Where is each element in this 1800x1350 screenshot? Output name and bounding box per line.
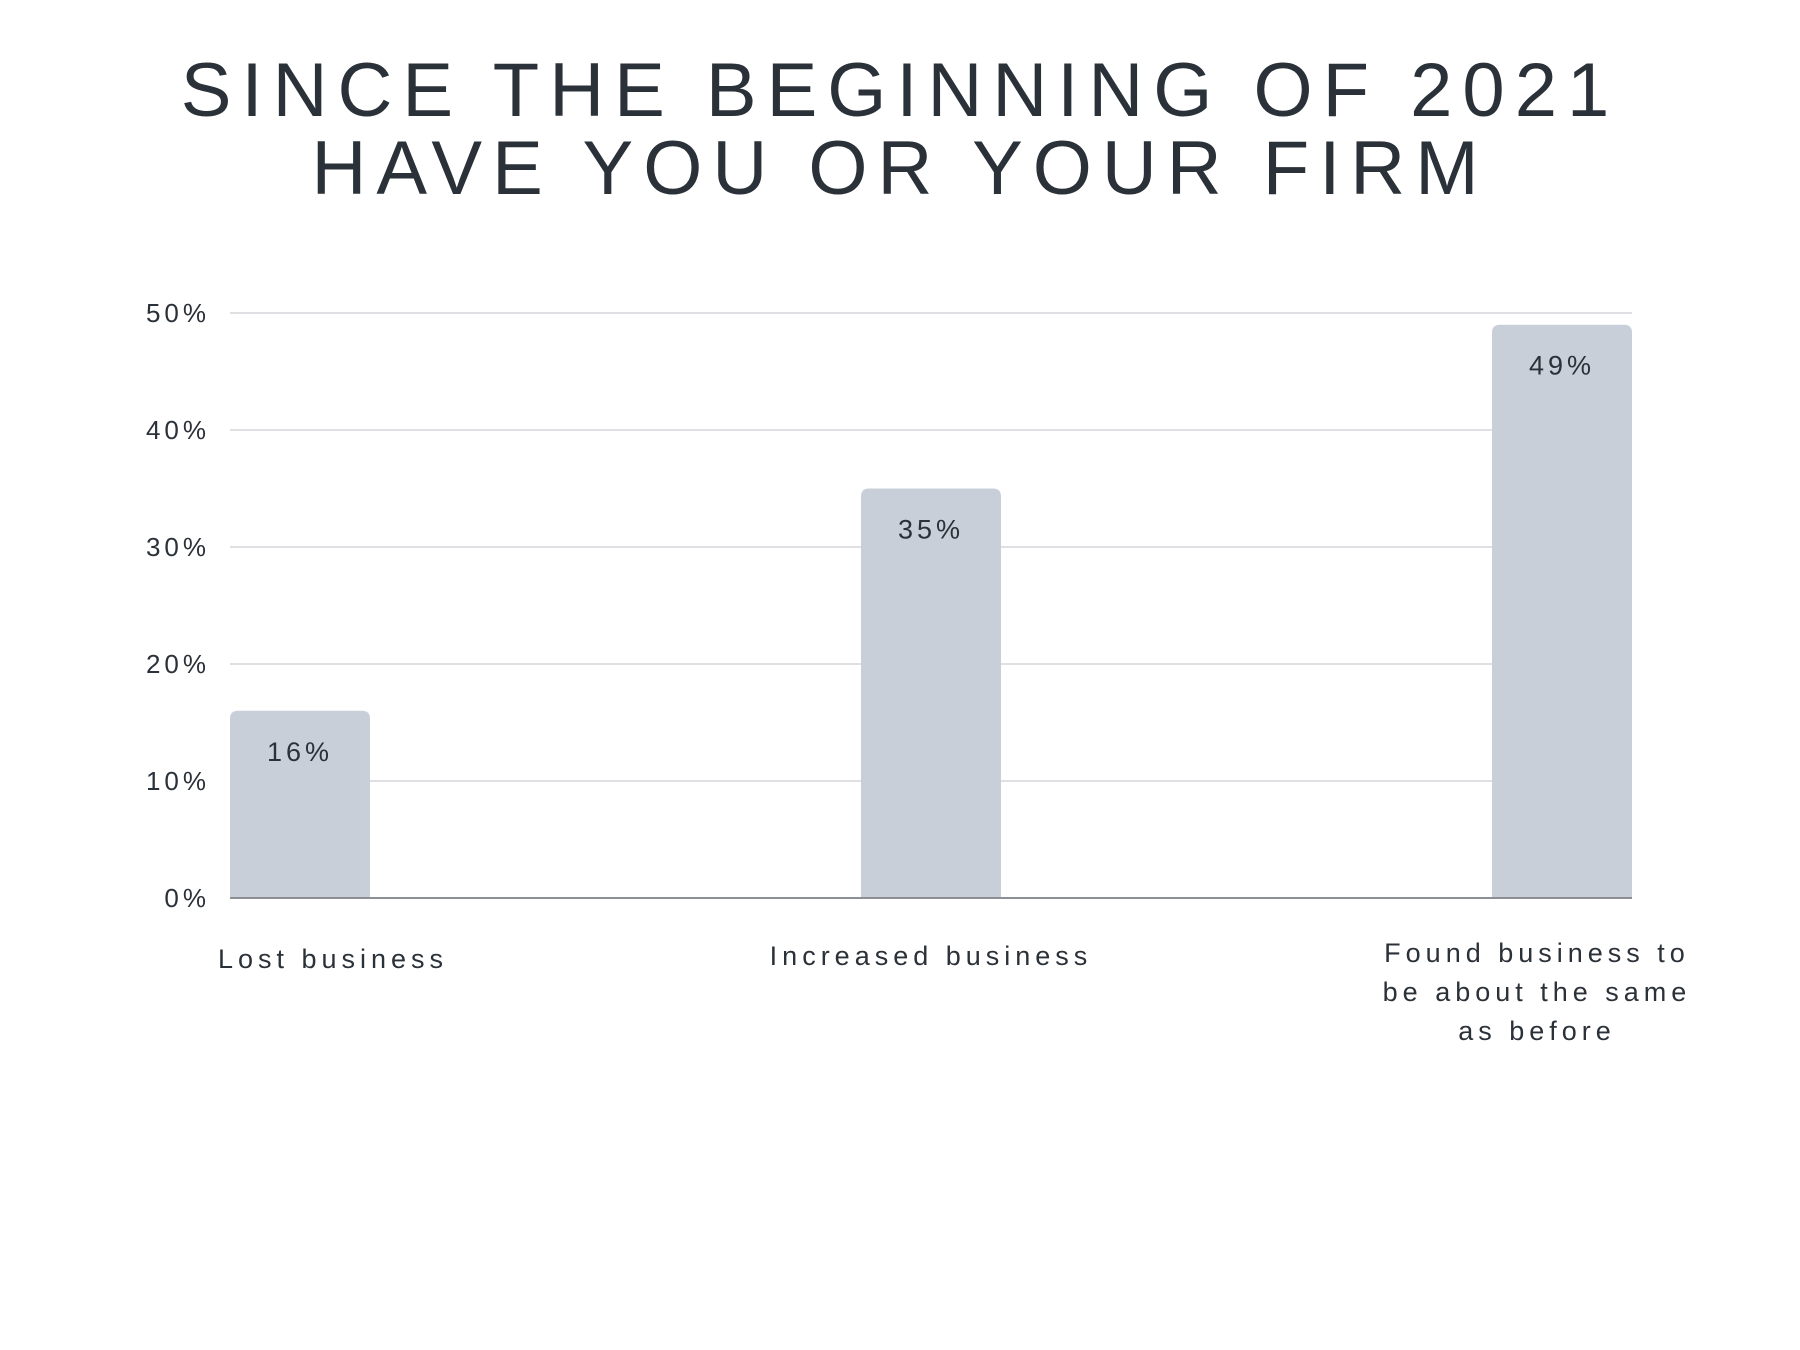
category-label: Found business to: [1384, 938, 1690, 968]
category-label: be about the same: [1383, 977, 1692, 1007]
bars: [230, 324, 1632, 898]
category-label: as before: [1458, 1016, 1616, 1046]
bar: [230, 710, 370, 898]
category-labels: Lost business Increased business Found bus…: [218, 938, 1692, 1046]
chart-title-line-1: SINCE THE BEGINNING OF 2021: [180, 48, 1620, 133]
y-tick-label: 20%: [146, 649, 210, 679]
y-tick-label: 0%: [164, 883, 210, 913]
y-axis-tick-labels: 0% 10% 20% 30% 40% 50%: [146, 298, 210, 913]
data-label: 35%: [898, 515, 964, 545]
category-label: Increased business: [770, 941, 1093, 971]
y-tick-label: 50%: [146, 298, 210, 328]
data-labels: 16% 35% 49%: [267, 351, 1595, 767]
data-label: 16%: [267, 737, 333, 767]
category-label: Lost business: [218, 944, 448, 974]
y-tick-label: 40%: [146, 415, 210, 445]
chart-title-line-2: HAVE YOU OR YOUR FIRM: [311, 126, 1489, 211]
data-label: 49%: [1529, 351, 1595, 381]
y-tick-label: 10%: [146, 766, 210, 796]
bar: [1492, 324, 1632, 898]
y-tick-label: 30%: [146, 532, 210, 562]
chart-title: SINCE THE BEGINNING OF 2021 HAVE YOU OR …: [0, 52, 1800, 208]
bar: [861, 488, 1001, 898]
